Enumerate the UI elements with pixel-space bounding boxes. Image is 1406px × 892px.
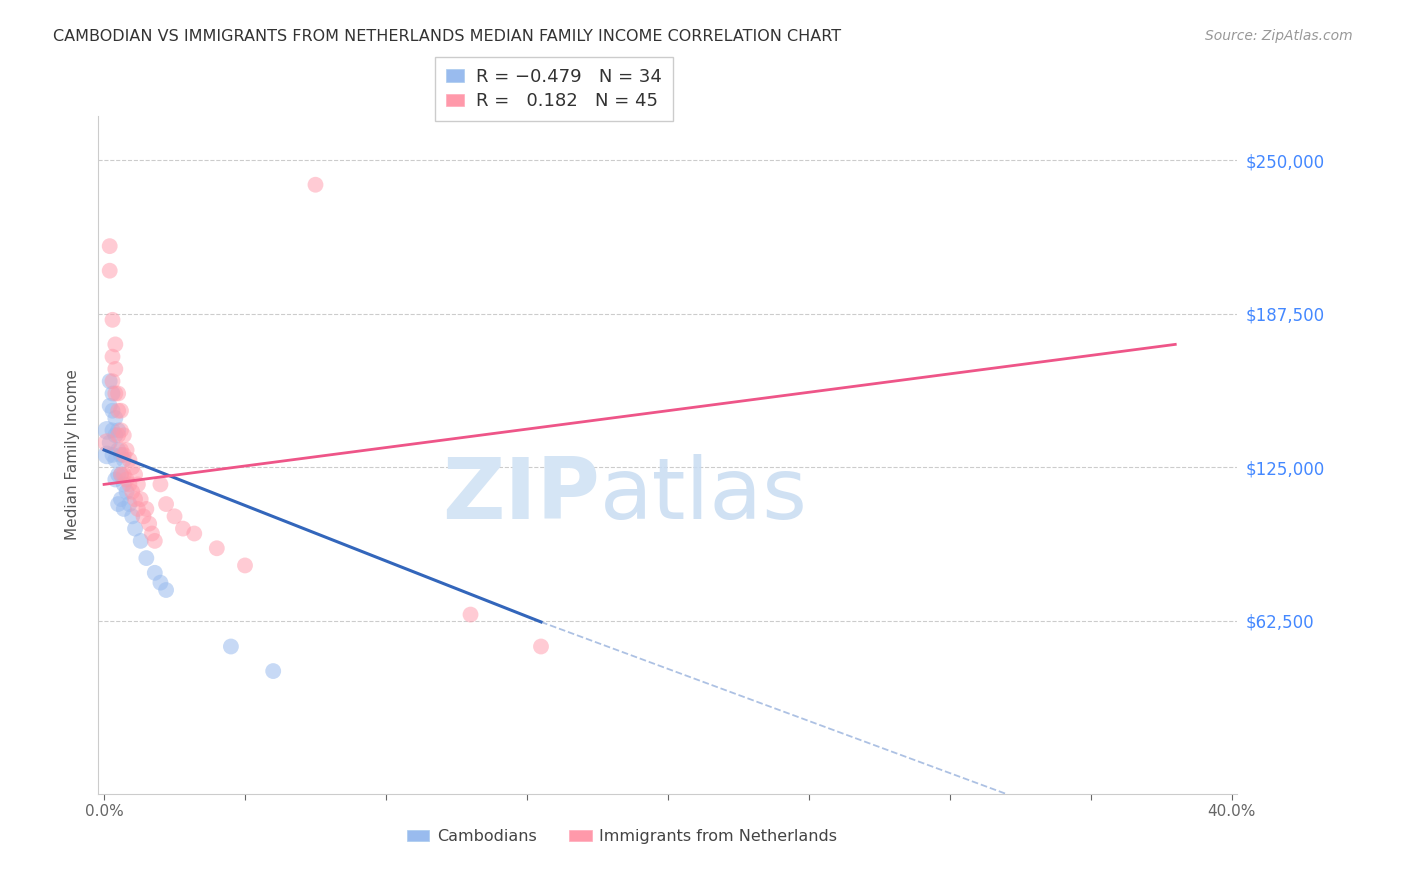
Point [124, 467, 146, 482]
Point [129, 492, 152, 507]
Point [124, 492, 146, 507]
Point [115, 484, 138, 499]
Point [121, 460, 143, 475]
Point [163, 509, 186, 524]
Point [107, 467, 129, 482]
Point [233, 558, 256, 573]
Point [104, 337, 127, 351]
Point [127, 477, 149, 491]
Point [104, 362, 127, 376]
Point [129, 533, 152, 548]
Point [219, 640, 242, 654]
Point [98, 374, 121, 388]
Point [107, 423, 129, 437]
Text: ZIP: ZIP [441, 454, 599, 537]
Point [112, 477, 135, 491]
Point [530, 640, 553, 654]
Point [110, 442, 132, 457]
Point [101, 386, 124, 401]
Point [115, 473, 138, 487]
Point [107, 442, 129, 457]
Legend: Cambodians, Immigrants from Netherlands: Cambodians, Immigrants from Netherlands [401, 822, 844, 850]
Point [135, 502, 157, 516]
Point [143, 566, 166, 580]
Point [107, 428, 129, 442]
Point [127, 502, 149, 516]
Y-axis label: Median Family Income: Median Family Income [65, 369, 80, 541]
Point [110, 467, 132, 482]
Point [149, 477, 172, 491]
Point [112, 448, 135, 462]
Point [143, 533, 166, 548]
Text: atlas: atlas [599, 454, 807, 537]
Point [110, 492, 132, 507]
Point [101, 374, 124, 388]
Point [104, 386, 127, 401]
Point [104, 453, 127, 467]
Point [121, 509, 143, 524]
Point [107, 403, 129, 417]
Point [104, 473, 127, 487]
Text: Source: ZipAtlas.com: Source: ZipAtlas.com [1205, 29, 1353, 43]
Point [149, 575, 172, 590]
Point [101, 350, 124, 364]
Point [110, 403, 132, 417]
Point [110, 423, 132, 437]
Point [112, 453, 135, 467]
Point [107, 386, 129, 401]
Point [118, 497, 141, 511]
Point [135, 551, 157, 566]
Point [112, 502, 135, 516]
Point [101, 313, 124, 327]
Point [115, 442, 138, 457]
Point [96, 435, 118, 450]
Point [112, 467, 135, 482]
Point [98, 399, 121, 413]
Point [101, 403, 124, 417]
Point [98, 263, 121, 277]
Point [104, 411, 127, 425]
Point [460, 607, 482, 622]
Point [132, 509, 155, 524]
Point [96, 448, 118, 462]
Point [183, 526, 205, 541]
Point [104, 428, 127, 442]
Point [107, 497, 129, 511]
Point [110, 448, 132, 462]
Point [98, 435, 121, 450]
Point [262, 664, 284, 678]
Point [118, 477, 141, 491]
Point [110, 467, 132, 482]
Point [101, 423, 124, 437]
Point [124, 522, 146, 536]
Point [205, 541, 228, 556]
Point [155, 582, 177, 597]
Point [155, 497, 177, 511]
Point [118, 453, 141, 467]
Point [98, 239, 121, 253]
Point [304, 178, 326, 192]
Point [172, 522, 194, 536]
Point [138, 516, 160, 531]
Point [141, 526, 163, 541]
Point [101, 448, 124, 462]
Point [96, 423, 118, 437]
Text: CAMBODIAN VS IMMIGRANTS FROM NETHERLANDS MEDIAN FAMILY INCOME CORRELATION CHART: CAMBODIAN VS IMMIGRANTS FROM NETHERLANDS… [53, 29, 842, 44]
Point [121, 484, 143, 499]
Point [112, 428, 135, 442]
